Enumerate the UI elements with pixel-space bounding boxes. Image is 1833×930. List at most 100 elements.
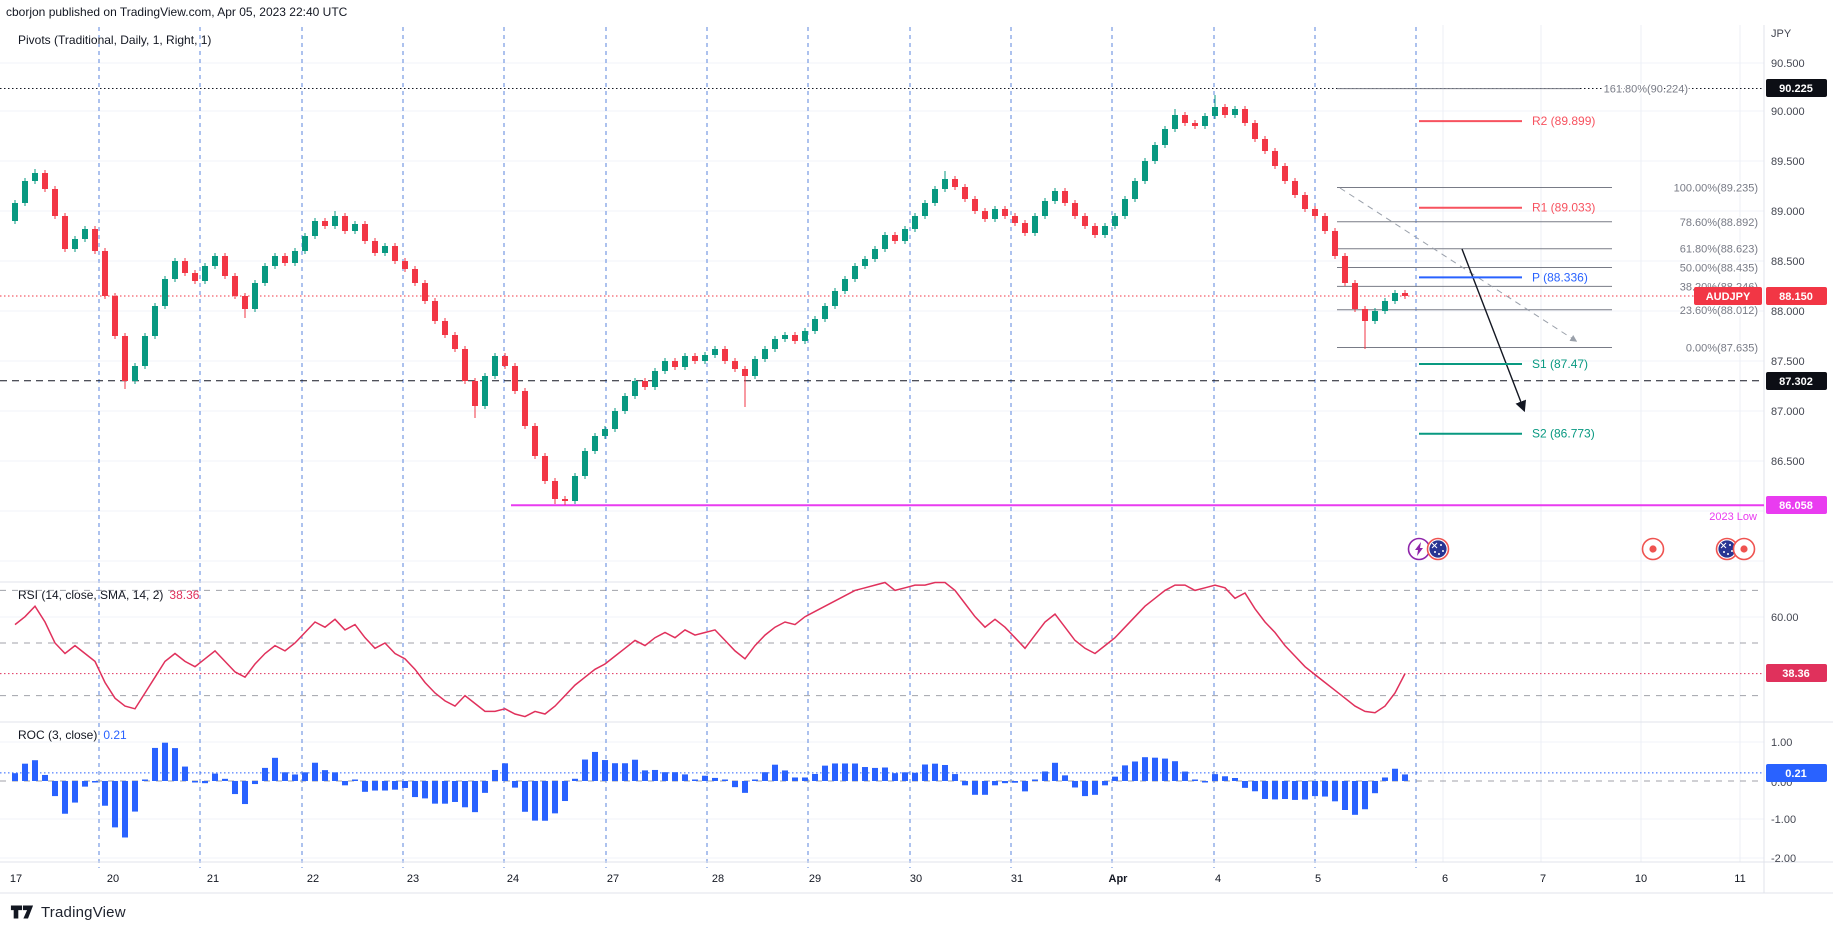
candle-body	[62, 216, 68, 249]
candle-body	[962, 187, 968, 199]
roc-bar	[682, 774, 688, 781]
roc-bar	[162, 742, 168, 781]
time-axis-label: 24	[507, 873, 519, 885]
economic-event-icons[interactable]	[1407, 537, 1756, 561]
roc-bar	[42, 774, 48, 781]
candle-body	[1332, 231, 1338, 256]
flag-star	[1731, 550, 1733, 552]
economic-event-lightning-icon[interactable]	[1407, 537, 1431, 561]
candle-body	[1312, 209, 1318, 216]
roc-bar	[712, 777, 718, 781]
pivot-label-s1: S1 (87.47)	[1532, 357, 1588, 371]
roc-bar	[1112, 776, 1118, 781]
candle-body	[622, 396, 628, 411]
roc-bar	[1022, 781, 1028, 792]
candle-body	[52, 189, 58, 216]
indicator-legend-rsi[interactable]: RSI (14, close, SMA, 14, 2) 38.36	[18, 588, 199, 602]
roc-bar	[1402, 774, 1408, 781]
roc-bar	[1302, 781, 1308, 800]
candle-body	[142, 336, 148, 366]
roc-bar	[1332, 781, 1338, 802]
candle-body	[1032, 216, 1038, 233]
roc-bar	[1052, 762, 1058, 781]
candle-body	[1252, 123, 1258, 139]
economic-event-japan-flag-icon[interactable]	[1641, 537, 1665, 561]
drawn-arrow[interactable]	[1461, 248, 1527, 413]
time-axis-label: 10	[1635, 873, 1647, 885]
time-axis-label: 22	[307, 873, 319, 885]
candle-body	[632, 381, 638, 396]
candle-body	[372, 241, 378, 253]
candle-body	[882, 235, 888, 249]
tradingview-branding[interactable]: TradingView	[10, 901, 126, 923]
roc-bar	[382, 781, 388, 791]
roc-bar	[1142, 757, 1148, 781]
roc-bar	[282, 772, 288, 781]
candle-body	[1272, 151, 1278, 166]
time-axis[interactable]: 17 20 21 22 23 24 27 28 29 30 31 Apr 4 5 6 7 10 11	[10, 873, 1746, 885]
candle-body	[352, 224, 358, 231]
candlestick-series[interactable]	[12, 95, 1408, 505]
price-axis-tick: 88.000	[1771, 306, 1805, 318]
roc-bar	[1272, 781, 1278, 800]
roc-bar	[632, 759, 638, 781]
indicator-legend-pivots[interactable]: Pivots (Traditional, Daily, 1, Right, 1)	[18, 33, 212, 47]
roc-bar	[362, 781, 368, 792]
roc-bar	[572, 778, 578, 781]
economic-event-australia-flag-icon[interactable]	[1426, 537, 1450, 561]
roc-bar	[52, 781, 58, 797]
candle-body	[402, 261, 408, 269]
roc-bar	[1122, 765, 1128, 781]
candle-body	[932, 189, 938, 203]
economic-event-japan-flag-icon[interactable]	[1732, 537, 1756, 561]
candle-body	[782, 335, 788, 339]
candle-body	[822, 306, 828, 319]
roc-bar	[552, 781, 558, 814]
roc-bar	[532, 781, 538, 821]
pivot-label-r2: R2 (89.899)	[1532, 114, 1595, 128]
candle-body	[252, 283, 258, 309]
price-axis-tick: -1.00	[1771, 814, 1796, 826]
candle-body	[152, 306, 158, 336]
roc-bar	[412, 781, 418, 798]
roc-bar	[962, 781, 968, 786]
candle-body	[1002, 209, 1008, 216]
roc-bar	[1292, 781, 1298, 800]
time-axis-label: 21	[207, 873, 219, 885]
indicator-legend-roc[interactable]: ROC (3, close) 0.21	[18, 728, 127, 742]
candle-body	[102, 251, 108, 296]
roc-bar	[72, 781, 78, 803]
roc-bar	[62, 781, 68, 814]
roc-bar	[1222, 776, 1228, 781]
roc-bar	[1192, 779, 1198, 781]
roc-bar	[1082, 781, 1088, 797]
roc-bar	[192, 781, 198, 783]
price-axis-tick: -2.00	[1771, 853, 1796, 865]
fib-trend-dashed-line	[1339, 187, 1578, 342]
price-axis-tick: 60.00	[1771, 612, 1799, 624]
price-tag-text: 87.302	[1779, 376, 1813, 388]
roc-bar	[122, 781, 128, 838]
candle-body	[892, 235, 898, 241]
flag-star	[1442, 550, 1444, 552]
roc-bar	[762, 772, 768, 781]
candle-body	[332, 216, 338, 226]
roc-bar	[272, 757, 278, 781]
roc-bar	[542, 781, 548, 821]
roc-bar	[1372, 781, 1378, 794]
price-axis-tick: 87.500	[1771, 356, 1805, 368]
candle-body	[832, 291, 838, 306]
roc-bar	[1202, 781, 1208, 783]
candle-body	[1282, 166, 1288, 181]
candle-body	[212, 256, 218, 266]
flag-star	[1729, 544, 1731, 546]
candle-body	[572, 476, 578, 501]
roc-bar	[22, 763, 28, 781]
candle-body	[542, 456, 548, 481]
roc-bar	[832, 763, 838, 781]
price-axis[interactable]: 90.500 90.000 89.500 89.000 88.500 88.000 87.5…	[1771, 58, 1805, 865]
roc-bar	[1362, 781, 1368, 810]
fib-level-label: 50.00%(88.435)	[1680, 263, 1758, 275]
roc-bar	[352, 779, 358, 781]
